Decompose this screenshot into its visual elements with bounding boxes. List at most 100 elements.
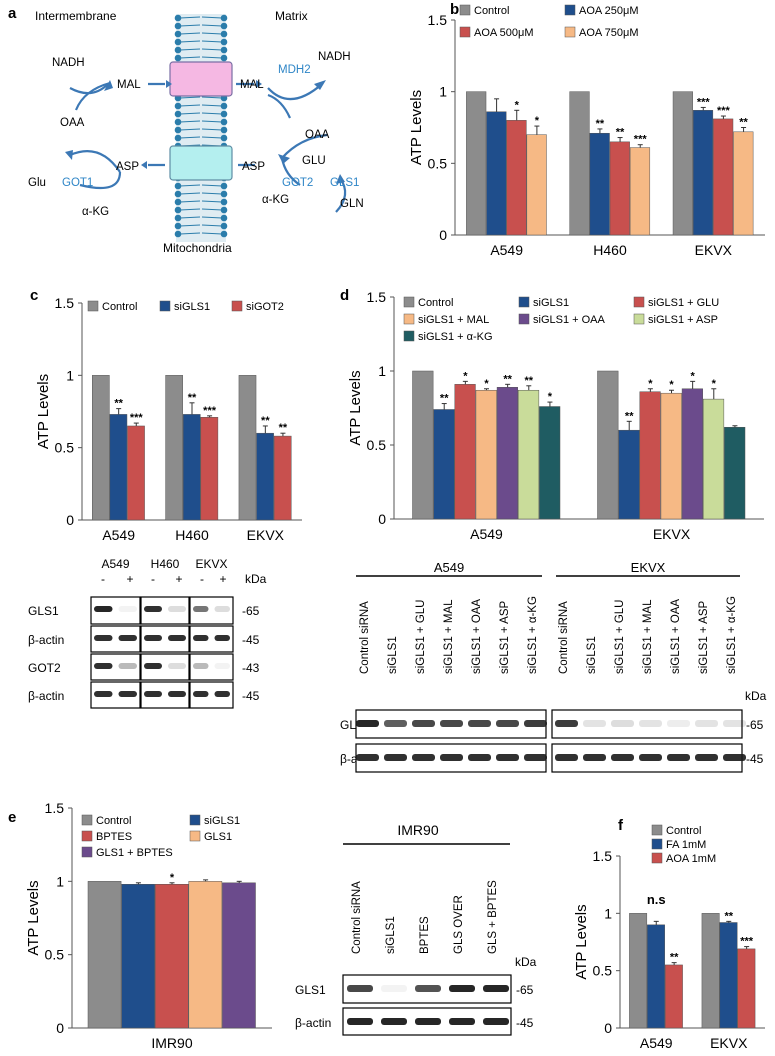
significance-mark: *	[463, 370, 468, 382]
lane-label: siGLS1 + GLU	[415, 600, 427, 674]
lipid-tail	[179, 136, 201, 139]
lipid-head	[220, 54, 228, 62]
significance-mark: ***	[203, 405, 217, 417]
blot-band	[667, 720, 690, 727]
legend-label: siGLS1 + GLU	[648, 297, 719, 309]
blot-row-label: GOT2	[28, 661, 61, 675]
got1-label: GOT1	[62, 177, 93, 189]
lipid-tail	[179, 208, 201, 211]
bar	[589, 132, 610, 236]
kda-marker: -43	[242, 661, 260, 675]
y-tick-label: 0	[66, 512, 74, 528]
bar	[629, 913, 648, 1029]
legend-label: Control	[96, 815, 131, 827]
panel-letter: a	[8, 5, 17, 22]
y-axis-label: ATP Levels	[25, 880, 42, 955]
legend-label: GLS1	[204, 831, 232, 843]
group-label: A549	[434, 560, 464, 575]
legend-label: Control	[418, 297, 453, 309]
lipid-tail	[201, 216, 223, 219]
lipid-tail	[179, 120, 201, 123]
significance-mark: **	[724, 910, 733, 922]
blot-band	[639, 754, 662, 761]
bar	[412, 370, 434, 520]
asp-left: ASP	[116, 161, 139, 173]
asp-right: ASP	[242, 161, 265, 173]
blot-band	[144, 691, 162, 697]
bar	[486, 111, 507, 236]
blot-band	[496, 720, 519, 727]
membrane-core	[176, 14, 226, 242]
blot-band	[440, 754, 463, 761]
legend-label: siGLS1 + α-KG	[418, 331, 493, 343]
y-tick-label: 1.5	[593, 848, 613, 864]
blot-band	[168, 691, 186, 697]
blot-band	[524, 720, 547, 727]
blot-band	[524, 754, 547, 761]
bar	[733, 131, 754, 236]
lipid-tail	[201, 200, 223, 203]
blot-band	[356, 720, 379, 727]
significance-mark: ***	[130, 412, 144, 424]
significance-mark: **	[525, 375, 534, 387]
blot-band	[347, 985, 373, 992]
legend-swatch	[651, 824, 663, 836]
y-tick-label: 1	[378, 363, 386, 379]
lipid-tail	[201, 120, 223, 123]
lipid-tail	[179, 40, 201, 43]
bar	[724, 426, 746, 520]
significance-mark: *	[548, 391, 553, 403]
cell-line-label: EKVX	[195, 557, 227, 571]
blot-band	[168, 635, 186, 641]
lipid-tail	[179, 56, 201, 59]
blot-band	[555, 720, 578, 727]
blot-band	[639, 720, 662, 727]
x-category-label: A549	[102, 527, 135, 543]
significance-mark: *	[484, 378, 489, 390]
bar	[154, 884, 189, 1029]
kda-label: kDa	[745, 689, 767, 703]
lane-label: siGLS1	[586, 636, 598, 674]
bar	[200, 417, 219, 521]
lipid-tail	[201, 184, 223, 187]
legend-swatch	[403, 296, 415, 308]
lipid-tail	[201, 136, 223, 139]
lane-label: Control siRNA	[351, 881, 363, 954]
arrowheads	[65, 80, 345, 184]
lane-label: siGLS1 + OAA	[670, 599, 682, 674]
blot-band	[440, 720, 463, 727]
bar	[433, 409, 455, 520]
blot-band	[144, 663, 162, 669]
blot-band	[193, 606, 209, 612]
lipid-head	[220, 222, 228, 230]
x-category-label: H460	[175, 527, 209, 543]
lane-label: BPTES	[419, 916, 431, 954]
y-tick-label: 0.5	[428, 155, 448, 171]
blot-band	[193, 691, 209, 697]
lipid-head	[174, 182, 182, 190]
y-tick-label: 0	[439, 227, 447, 243]
x-category-label: EKVX	[653, 526, 691, 542]
legend-label: BPTES	[96, 831, 132, 843]
lipid-head	[174, 38, 182, 46]
bar	[188, 881, 223, 1029]
lipid-head	[174, 230, 182, 238]
legend-swatch	[459, 4, 471, 16]
y-tick-label: 0	[378, 511, 386, 527]
lane-label: siGLS1 + ASP	[698, 600, 710, 674]
blot-band	[449, 1018, 475, 1025]
lipid-tail	[201, 16, 223, 19]
bar	[639, 391, 661, 520]
mdh2-label: MDH2	[278, 64, 311, 76]
bar	[222, 882, 256, 1029]
mal-right: MAL	[240, 79, 264, 91]
glu-right: GLU	[302, 155, 326, 167]
lipid-tail	[201, 232, 223, 235]
kda-marker: -45	[242, 633, 260, 647]
blot-band	[94, 691, 113, 697]
legend-label: AOA 250μM	[579, 5, 639, 17]
blot-band	[611, 720, 634, 727]
legend-label: FA 1mM	[666, 839, 706, 851]
blot-band	[381, 1018, 407, 1025]
bar	[597, 370, 619, 520]
